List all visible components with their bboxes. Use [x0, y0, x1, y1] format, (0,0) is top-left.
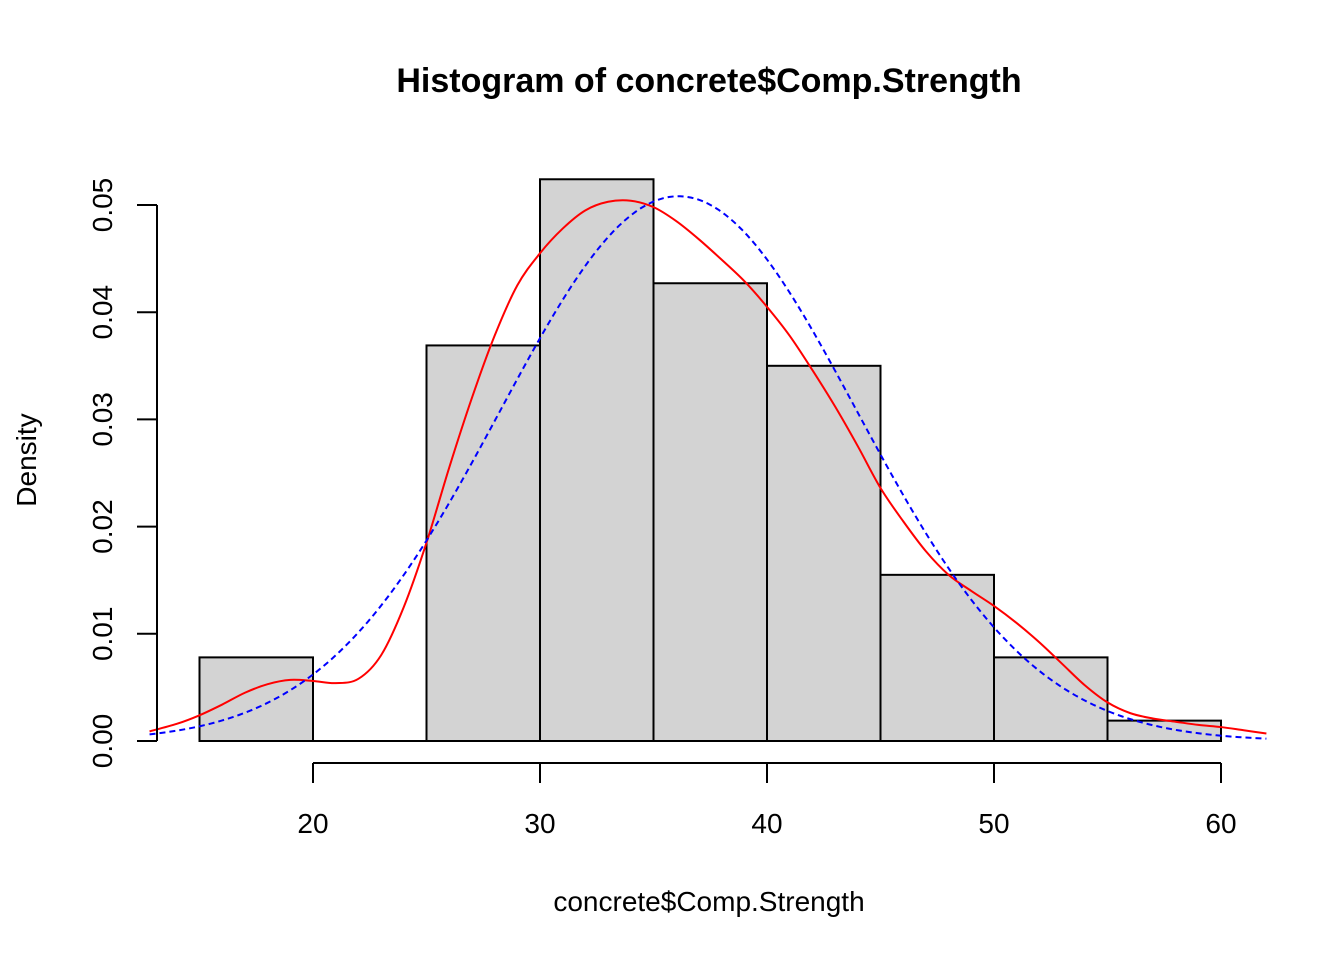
- y-tick-label-4: 0.04: [87, 285, 118, 340]
- x-tick-label-1: 30: [524, 808, 555, 839]
- y-tick-label-2: 0.02: [87, 499, 118, 554]
- y-tick-label-5: 0.05: [87, 178, 118, 233]
- histogram-bar-2: [425, 344, 541, 742]
- kernel-density-curve: [149, 199, 1267, 735]
- histogram-bar-5: [766, 364, 882, 742]
- histogram-bar-6: [879, 573, 995, 743]
- x-tick-label-0: 20: [297, 808, 328, 839]
- x-tick-label-2: 40: [751, 808, 782, 839]
- histogram-bar-3: [539, 178, 655, 743]
- chart-title: Histogram of concrete$Comp.Strength: [396, 62, 1021, 100]
- histogram-bar-0: [198, 656, 314, 742]
- x-axis-label: concrete$Comp.Strength: [553, 886, 864, 917]
- histogram-bar-4: [652, 282, 768, 742]
- y-tick-label-0: 0.00: [87, 714, 118, 769]
- histogram-bar-7: [993, 656, 1109, 742]
- normal-fit-curve: [149, 195, 1267, 740]
- x-tick-label-3: 50: [978, 808, 1009, 839]
- y-tick-label-1: 0.01: [87, 607, 118, 662]
- y-axis-label: Density: [11, 413, 42, 506]
- y-axis: 0.00 0.01 0.02 0.03 0.04 0.05: [87, 178, 158, 769]
- histogram-bars: [198, 178, 1222, 743]
- y-tick-label-3: 0.03: [87, 392, 118, 447]
- x-tick-label-4: 60: [1205, 808, 1236, 839]
- density-curves: [149, 195, 1267, 740]
- x-axis: 20 30 40 50 60: [297, 762, 1237, 839]
- histogram-bar-8: [1106, 719, 1222, 743]
